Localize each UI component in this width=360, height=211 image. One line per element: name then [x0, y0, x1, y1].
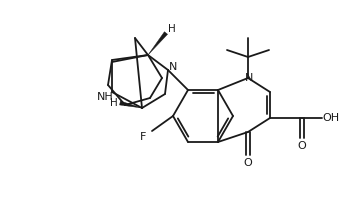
- Text: NH: NH: [96, 92, 113, 102]
- Polygon shape: [120, 101, 142, 108]
- Polygon shape: [148, 32, 167, 55]
- Text: N: N: [245, 73, 253, 83]
- Text: F: F: [140, 132, 146, 142]
- Text: OH: OH: [323, 113, 339, 123]
- Text: O: O: [244, 158, 252, 168]
- Text: H: H: [110, 98, 118, 108]
- Text: O: O: [298, 141, 306, 151]
- Text: H: H: [168, 24, 176, 34]
- Text: N: N: [169, 62, 177, 72]
